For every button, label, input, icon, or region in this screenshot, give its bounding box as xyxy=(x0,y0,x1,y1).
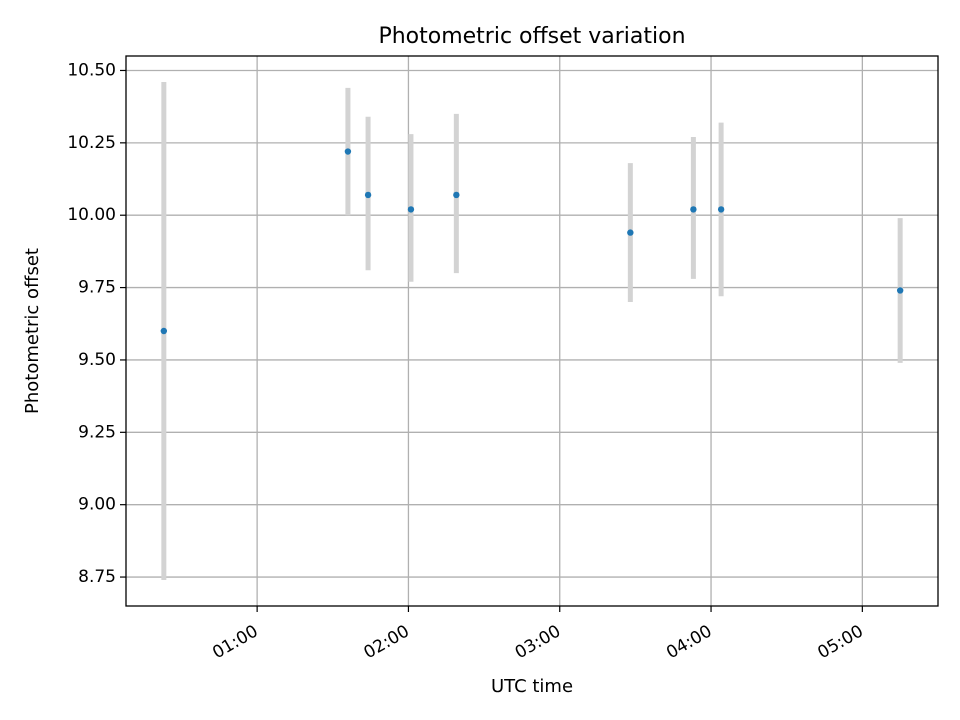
y-tick-label: 9.25 xyxy=(78,422,116,442)
data-point xyxy=(896,287,904,294)
data-point xyxy=(407,206,415,213)
data-point xyxy=(453,191,460,199)
data-series xyxy=(160,82,904,580)
x-tick-label: 02:00 xyxy=(360,621,412,663)
x-tick-label: 01:00 xyxy=(209,621,261,663)
data-point xyxy=(690,206,697,213)
y-tick-label: 9.50 xyxy=(78,350,116,370)
x-tick-label: 04:00 xyxy=(663,621,715,663)
x-tick-label: 03:00 xyxy=(512,621,564,663)
y-axis-label: Photometric offset xyxy=(22,248,43,414)
data-point xyxy=(627,229,634,236)
y-tick-label: 10.25 xyxy=(67,133,116,153)
x-tick-label: 05:00 xyxy=(814,621,866,663)
y-tick-label: 10.50 xyxy=(67,60,116,80)
axis-ticks: 01:00 02:00 03:00 04:00 05:00 8.75 9.00 9.25 9.5… xyxy=(67,60,867,663)
y-tick-label: 9.75 xyxy=(78,278,116,298)
chart-title: Photometric offset variation xyxy=(378,24,685,49)
x-axis-label: UTC time xyxy=(491,676,573,697)
data-point xyxy=(717,206,725,213)
data-point xyxy=(160,327,168,335)
plot-frame xyxy=(125,55,939,607)
grid-lines xyxy=(126,56,938,606)
data-point xyxy=(364,191,372,199)
data-point xyxy=(344,148,352,155)
y-tick-label: 9.00 xyxy=(78,495,116,515)
y-tick-label: 10.00 xyxy=(67,205,116,225)
y-tick-label: 8.75 xyxy=(78,567,116,587)
